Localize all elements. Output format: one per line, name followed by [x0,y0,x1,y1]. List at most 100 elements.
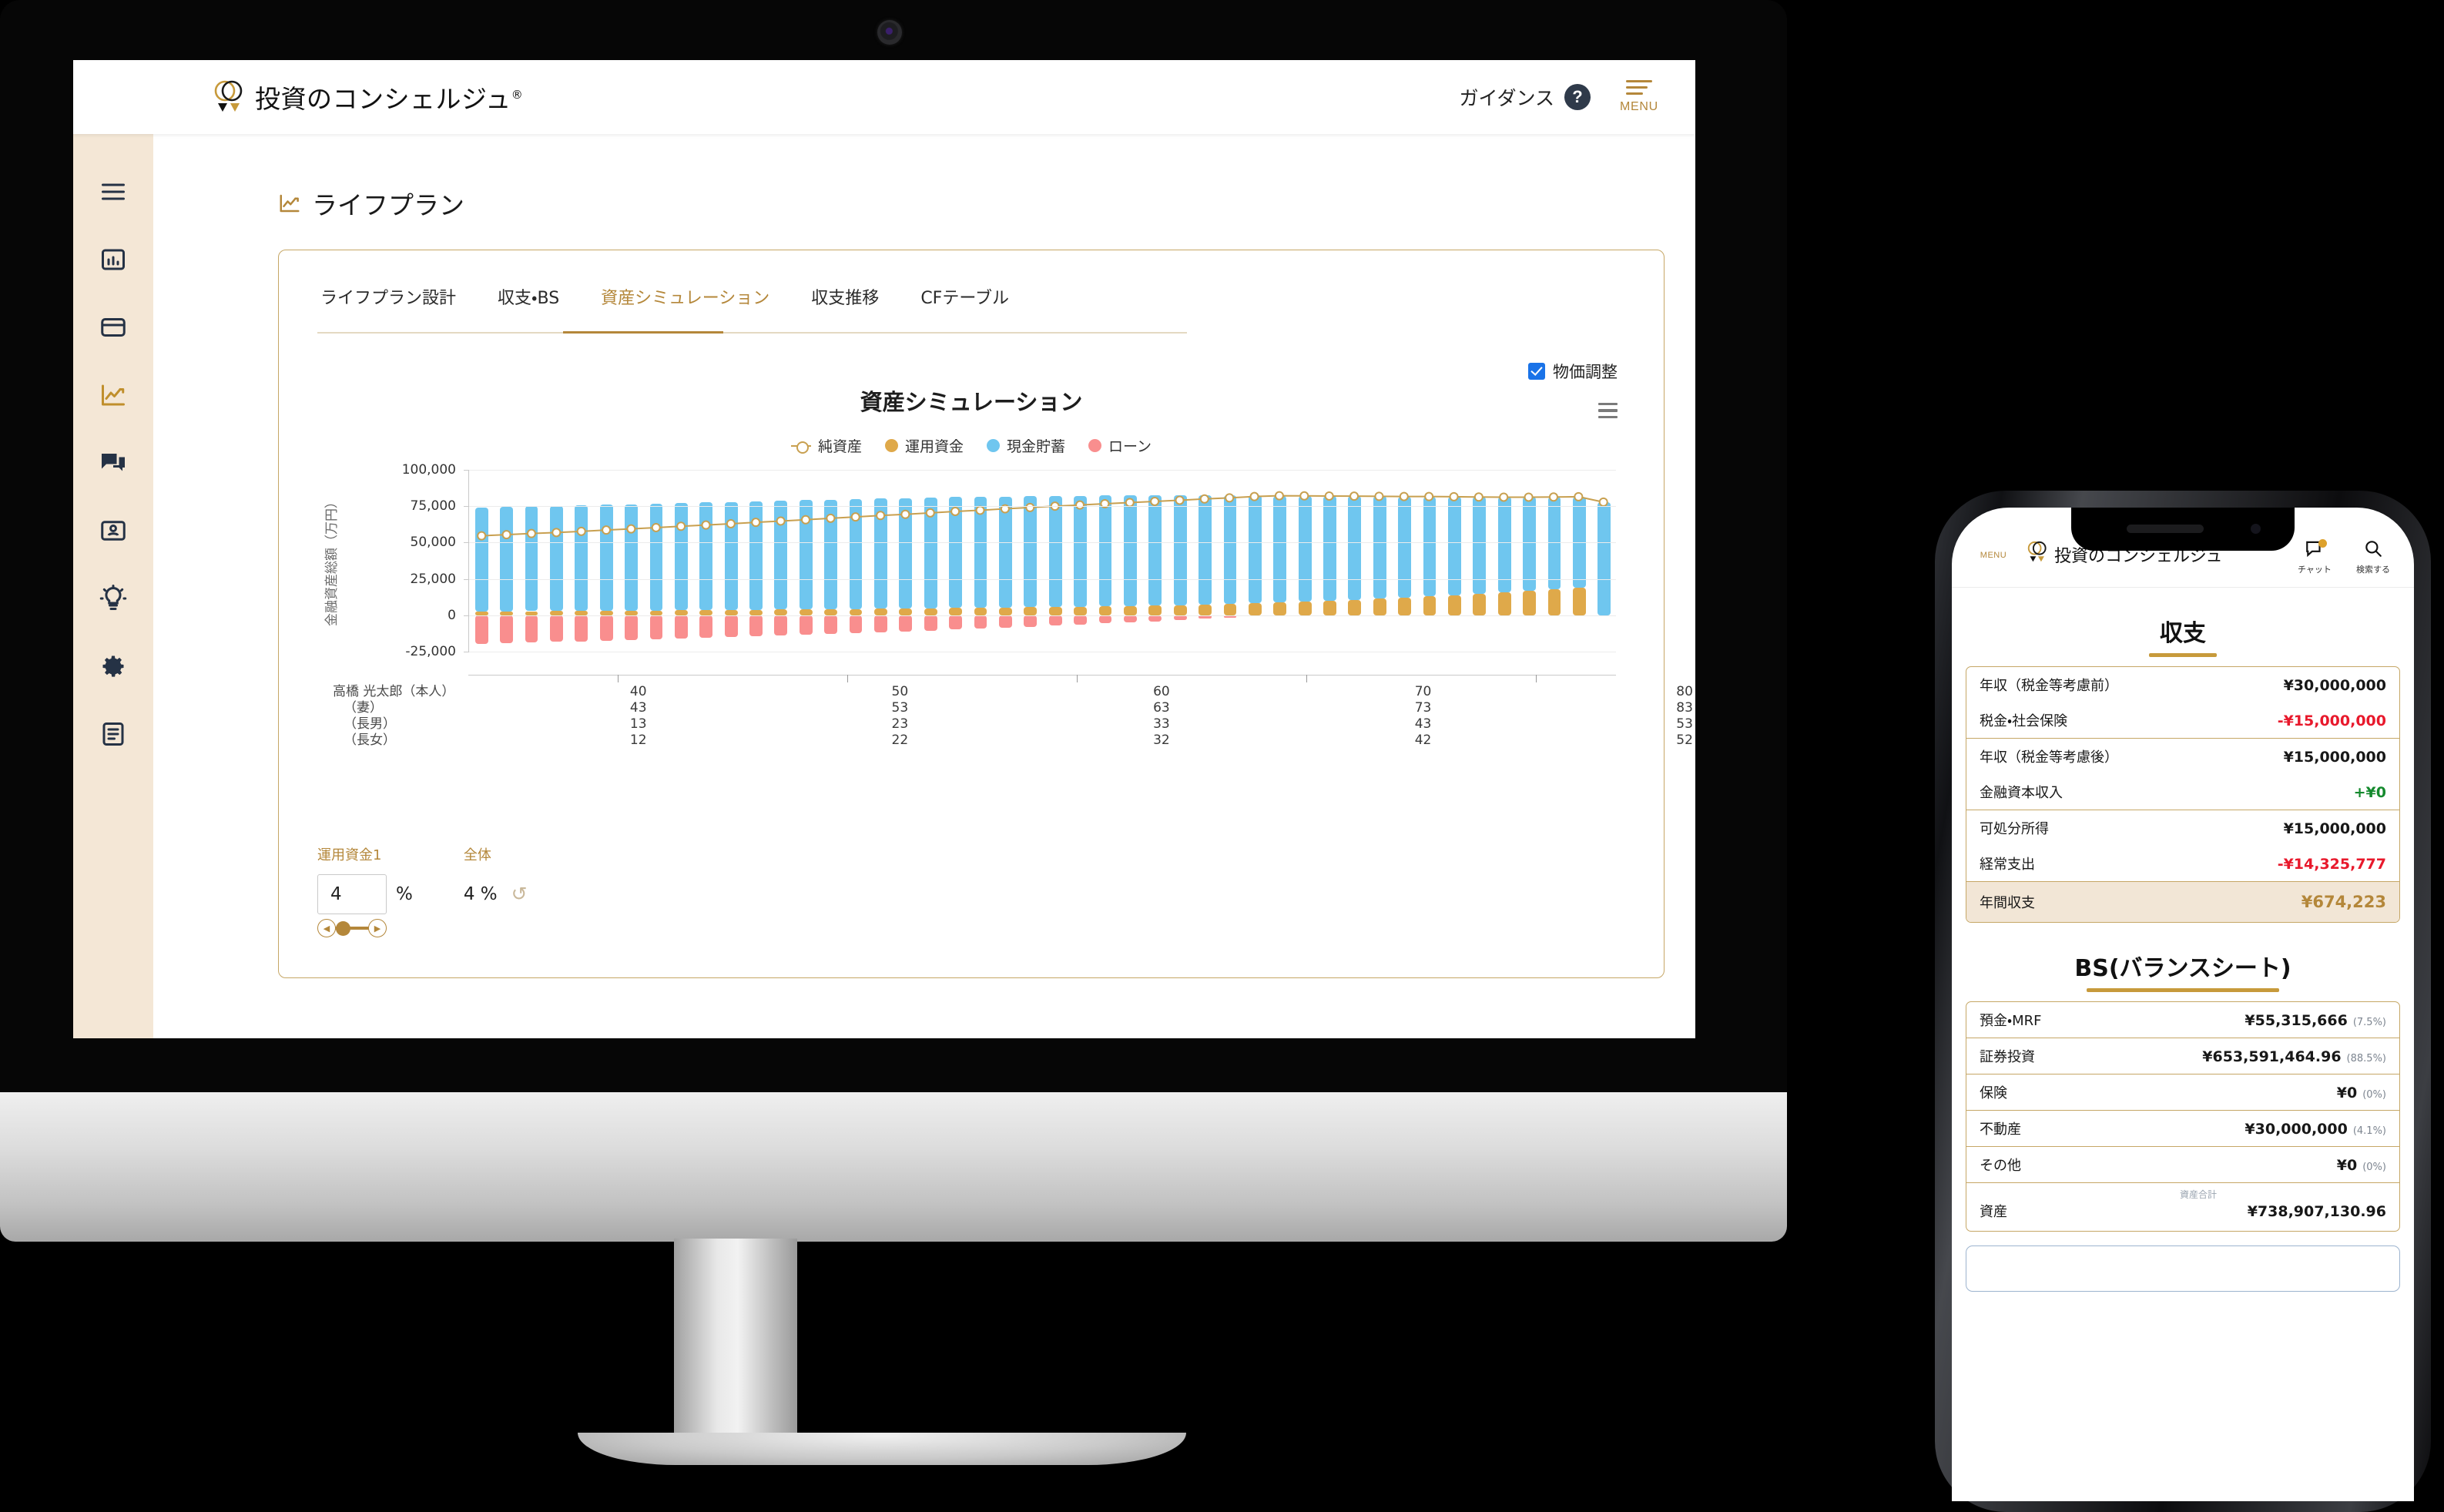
bar-column[interactable] [1523,470,1537,652]
question-mark-icon[interactable]: ? [1564,84,1591,110]
networth-point[interactable] [1075,500,1085,510]
networth-point[interactable] [1374,491,1384,501]
networth-point[interactable] [1524,492,1534,502]
bar-column[interactable] [899,470,913,652]
networth-point[interactable] [850,512,860,522]
slider-knob[interactable] [336,920,350,936]
chart-menu-icon[interactable] [1598,403,1618,422]
sidebar-item-accounts[interactable] [97,311,129,344]
networth-point[interactable] [1274,491,1284,501]
networth-point[interactable] [1100,498,1110,508]
bar-column[interactable] [1497,470,1511,652]
bar-column[interactable] [849,470,863,652]
networth-point[interactable] [1499,492,1509,502]
fund1-slider[interactable]: ◀ ▶ [317,919,387,937]
tab-asset-simulation[interactable]: 資産シミュレーション [598,284,773,320]
bar-column[interactable] [1298,470,1312,652]
networth-point[interactable] [602,525,612,535]
networth-point[interactable] [975,505,985,515]
phone-search-button[interactable]: 検索する [2352,534,2394,575]
networth-point[interactable] [925,508,935,518]
tab-cf-table[interactable]: CFテーブル [920,289,1010,308]
networth-point[interactable] [1324,491,1334,501]
bar-column[interactable] [1572,470,1586,652]
networth-point[interactable] [501,530,511,540]
tab-income-trend[interactable]: 収支推移 [811,289,880,308]
networth-point[interactable] [1025,502,1035,512]
bar-column[interactable] [1348,470,1362,652]
legend-item-investment[interactable]: 運用資金 [884,435,964,456]
legend-item-loan[interactable]: ローン [1088,435,1152,456]
bar-column[interactable] [1098,470,1112,652]
sidebar-item-documents[interactable] [97,718,129,750]
networth-point[interactable] [1225,493,1235,503]
networth-point[interactable] [626,524,636,534]
slider-increment-icon[interactable]: ▶ [368,919,387,937]
networth-point[interactable] [1574,491,1584,501]
networth-point[interactable] [1249,491,1259,501]
bar-column[interactable] [949,470,963,652]
legend-item-networth[interactable]: 純資産 [790,435,862,456]
bar-column[interactable] [1323,470,1336,652]
bar-column[interactable] [998,470,1012,652]
bar-column[interactable] [1473,470,1487,652]
legend-item-cash[interactable]: 現金貯蓄 [986,435,1065,456]
menu-button[interactable]: MENU [1611,80,1668,114]
networth-point[interactable] [1199,494,1209,504]
fund1-input[interactable]: 4 [317,874,387,914]
networth-point[interactable] [1598,497,1608,507]
networth-point[interactable] [726,518,736,528]
phone-chat-button[interactable]: チャット [2294,534,2335,575]
sidebar-item-lifeplan[interactable] [97,379,129,411]
networth-point[interactable] [1548,492,1558,502]
bar-column[interactable] [1373,470,1386,652]
checkbox-checked-icon[interactable] [1528,363,1545,380]
bar-column[interactable] [1398,470,1412,652]
networth-point[interactable] [1150,496,1160,506]
networth-point[interactable] [1299,491,1309,501]
networth-point[interactable] [776,516,786,526]
undo-icon[interactable]: ↺ [511,883,528,905]
networth-point[interactable] [576,526,586,536]
bar-column[interactable] [749,470,763,652]
networth-point[interactable] [950,506,961,516]
tab-lifeplan-design[interactable]: ライフプラン設計 [320,289,457,308]
brand[interactable]: 投資のコンシェルジュ® [213,79,523,116]
networth-point[interactable] [1349,491,1359,501]
networth-point[interactable] [551,528,562,538]
bar-column[interactable] [674,470,688,652]
bar-column[interactable] [1148,470,1162,652]
networth-point[interactable] [800,515,810,525]
sidebar-item-insights[interactable] [97,582,129,615]
networth-point[interactable] [701,520,711,530]
bar-column[interactable] [1173,470,1187,652]
sidebar-item-profile[interactable] [97,515,129,547]
networth-point[interactable] [876,511,886,521]
sidebar-item-dashboard[interactable] [97,243,129,276]
bar-column[interactable] [1123,470,1137,652]
bar-column[interactable] [1248,470,1262,652]
networth-point[interactable] [1449,491,1459,501]
networth-point[interactable] [826,513,836,523]
networth-point[interactable] [676,521,686,531]
networth-point[interactable] [900,509,910,519]
sidebar-item-settings[interactable] [97,650,129,682]
bar-column[interactable] [774,470,788,652]
networth-point[interactable] [1050,501,1060,511]
networth-point[interactable] [1473,492,1483,502]
networth-point[interactable] [1125,498,1135,508]
bar-column[interactable] [799,470,813,652]
networth-point[interactable] [526,528,536,538]
bar-column[interactable] [1223,470,1237,652]
networth-point[interactable] [1175,495,1185,505]
bar-column[interactable] [1597,470,1611,652]
bar-column[interactable] [924,470,937,652]
networth-point[interactable] [751,518,761,528]
networth-point[interactable] [1399,491,1409,501]
bar-column[interactable] [699,470,713,652]
bar-column[interactable] [824,470,838,652]
bar-column[interactable] [724,470,738,652]
sidebar-item-chat[interactable] [97,447,129,479]
sidebar-item-menu[interactable] [97,176,129,208]
bar-column[interactable] [1199,470,1212,652]
